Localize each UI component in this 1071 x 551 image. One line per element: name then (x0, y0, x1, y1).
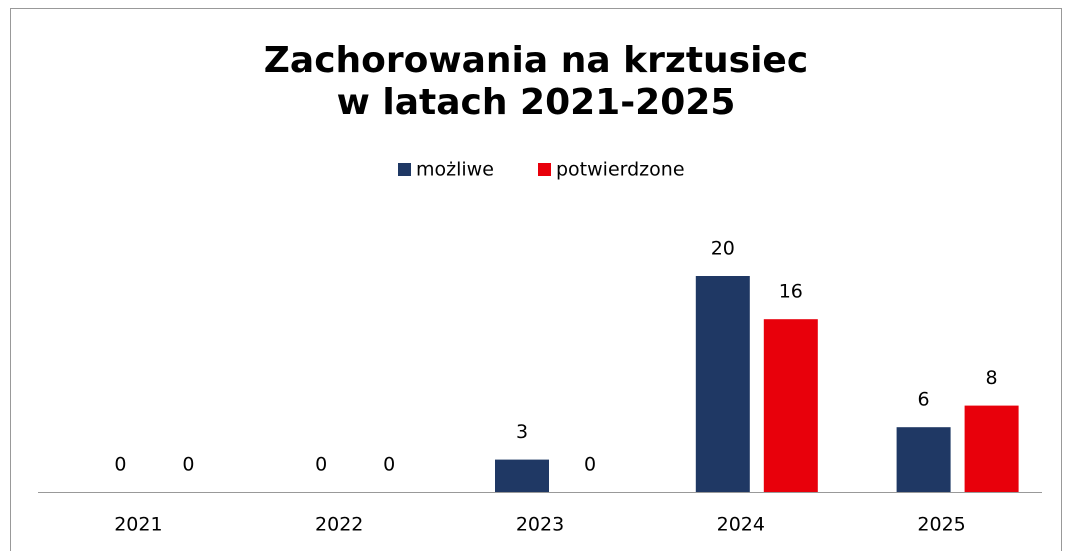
x-tick-label: 2022 (315, 514, 363, 536)
legend-label: możliwe (416, 159, 494, 181)
x-tick-label: 2021 (114, 514, 162, 536)
chart-title: w latach 2021-2025 (337, 82, 736, 123)
chart-title: Zachorowania na krztusiec (264, 40, 808, 81)
data-label: 0 (584, 454, 596, 476)
data-label: 0 (114, 454, 126, 476)
data-label: 8 (986, 367, 998, 389)
bar (964, 405, 1019, 492)
data-label: 0 (315, 454, 327, 476)
data-label: 6 (918, 389, 930, 411)
legend-swatch (398, 163, 411, 176)
data-label: 20 (711, 238, 735, 260)
data-label: 3 (516, 421, 528, 443)
x-tick-label: 2025 (917, 514, 965, 536)
bar (763, 319, 818, 492)
legend-label: potwierdzone (556, 159, 685, 181)
data-label: 16 (779, 281, 803, 303)
bar (495, 459, 549, 492)
x-tick-label: 2023 (516, 514, 564, 536)
bar (896, 427, 951, 492)
x-tick-label: 2024 (717, 514, 765, 536)
data-label: 0 (182, 454, 194, 476)
data-label: 0 (383, 454, 395, 476)
bar (695, 276, 750, 492)
legend-swatch (538, 163, 551, 176)
